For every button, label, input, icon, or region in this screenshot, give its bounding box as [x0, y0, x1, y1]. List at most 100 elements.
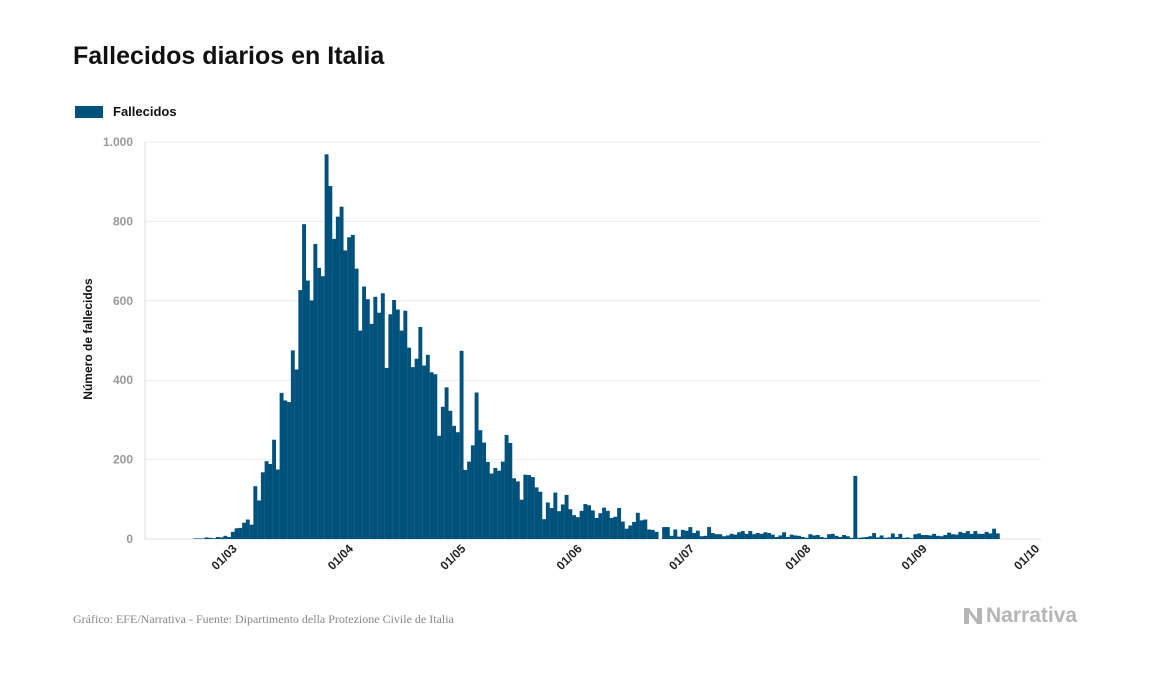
bar-2020-02-27 [215, 537, 220, 539]
bar-2020-06-27 [669, 535, 674, 539]
bar-2020-05-25 [545, 502, 550, 539]
bar-2020-04-03 [350, 234, 355, 539]
bar-2020-03-13 [272, 439, 277, 539]
bar-2020-08-31 [913, 534, 918, 539]
bar-2020-09-15 [969, 533, 974, 539]
bar-2020-09-11 [954, 534, 959, 539]
bar-2020-04-21 [418, 327, 423, 539]
bar-2020-03-14 [275, 469, 280, 539]
bar-2020-07-07 [707, 527, 712, 539]
bar-2020-04-06 [362, 286, 367, 539]
bar-2020-08-18 [864, 537, 869, 539]
x-tick-label: 01/05 [437, 541, 468, 572]
bar-2020-05-06 [474, 392, 479, 539]
bar-2020-07-25 [774, 537, 779, 539]
legend-swatch [75, 105, 103, 118]
bar-2020-03-19 [294, 369, 299, 539]
bar-2020-04-26 [437, 435, 442, 539]
bar-2020-09-12 [958, 531, 963, 539]
bar-2020-08-25 [890, 533, 895, 539]
bar-2020-06-11 [609, 517, 614, 539]
bar-2020-04-13 [388, 314, 393, 539]
bar-2020-04-20 [414, 358, 419, 539]
bar-2020-09-19 [984, 531, 989, 539]
bar-2020-08-01 [800, 537, 805, 539]
bar-2020-03-07 [249, 524, 254, 539]
bar-2020-09-03 [924, 535, 929, 539]
bar-2020-02-21 [193, 538, 198, 539]
y-tick-label: 200 [113, 453, 133, 467]
bar-2020-05-10 [489, 473, 494, 539]
bar-2020-06-25 [662, 527, 667, 539]
bar-2020-06-07 [594, 517, 599, 539]
bar-2020-07-10 [718, 534, 723, 539]
bar-2020-04-27 [440, 406, 445, 539]
bar-2020-05-17 [515, 481, 520, 539]
bar-2020-04-30 [452, 425, 457, 539]
logo-text: Narrativa [986, 604, 1078, 627]
bar-2020-07-02 [688, 527, 693, 539]
bar-2020-06-17 [632, 521, 637, 539]
bar-2020-08-05 [815, 535, 820, 539]
bar-2020-06-10 [605, 510, 610, 539]
bar-2020-05-30 [564, 494, 569, 539]
y-tick-label: 0 [126, 532, 133, 546]
bar-2020-06-09 [602, 507, 607, 539]
bar-2020-03-18 [290, 350, 295, 539]
bar-2020-04-14 [392, 300, 397, 539]
bar-2020-03-01 [227, 537, 232, 539]
source-note: Gráfico: EFE/Narrativa - Fuente: Diparti… [73, 612, 454, 626]
bar-2020-07-04 [695, 530, 700, 539]
bar-2020-08-04 [812, 535, 817, 539]
bar-2020-04-12 [384, 367, 389, 539]
bar-2020-08-24 [887, 537, 892, 539]
bar-2020-09-06 [935, 535, 940, 539]
x-tick-label: 01/09 [899, 541, 930, 572]
bar-2020-09-20 [988, 533, 993, 539]
bar-2020-05-11 [493, 467, 498, 539]
bar-2020-04-29 [448, 410, 453, 539]
bar-2020-07-08 [710, 533, 715, 539]
bar-2020-03-11 [264, 461, 269, 539]
x-tick-label: 01/07 [666, 541, 697, 572]
bar-2020-03-10 [260, 472, 265, 539]
y-tick-label: 800 [113, 214, 133, 228]
bar-2020-06-20 [643, 519, 648, 539]
bar-2020-04-15 [395, 309, 400, 539]
bar-2020-03-09 [257, 500, 262, 539]
bar-2020-03-22 [305, 280, 310, 539]
bar-2020-08-21 [875, 537, 880, 539]
bar-2020-04-28 [444, 387, 449, 539]
bar-2020-04-02 [347, 237, 352, 539]
bar-2020-03-30 [335, 216, 340, 540]
bar-2020-04-16 [399, 330, 404, 539]
bar-2020-05-08 [482, 442, 487, 539]
bar-2020-03-24 [313, 244, 318, 540]
bar-2020-08-11 [838, 537, 843, 539]
bar-2020-08-08 [827, 534, 832, 539]
bar-2020-03-02 [230, 531, 235, 539]
bar-2020-08-26 [894, 537, 899, 539]
bar-2020-06-29 [677, 536, 682, 539]
bar-2020-05-03 [463, 469, 468, 539]
bar-2020-05-27 [553, 492, 558, 539]
bar-2020-09-01 [917, 533, 922, 539]
bar-2020-07-14 [733, 534, 738, 539]
bar-2020-05-20 [527, 475, 532, 539]
bar-2020-03-16 [283, 400, 288, 539]
bar-2020-07-13 [729, 533, 734, 539]
y-tick-label: 600 [113, 294, 133, 308]
bar-2020-09-04 [928, 535, 933, 539]
bar-2020-07-28 [785, 537, 790, 539]
bar-2020-05-21 [530, 477, 535, 539]
bar-2020-03-21 [302, 224, 307, 539]
bar-2020-06-14 [620, 521, 625, 539]
bar-2020-09-09 [947, 532, 952, 539]
bar-2020-03-28 [328, 186, 333, 539]
bar-2020-06-12 [613, 516, 618, 539]
bar-2020-07-20 [755, 533, 760, 539]
bar-2020-06-13 [617, 508, 622, 539]
bar-2020-07-05 [699, 536, 704, 539]
bar-2020-08-20 [872, 533, 877, 539]
bar-2020-06-03 [579, 510, 584, 539]
